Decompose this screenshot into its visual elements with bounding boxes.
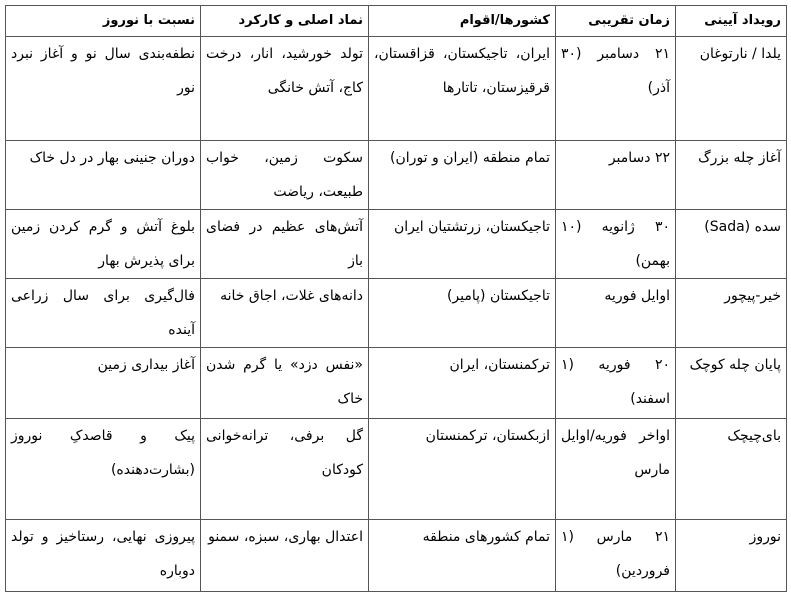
countries-cell: تمام منطقه (ایران و توران) [368,140,556,210]
header-time: زمان تقریبی [555,5,676,37]
relation-cell: آغاز بیداری زمین [5,347,201,419]
table-row: خیر-پیچور اوایل فوریه تاجیکستان (پامیر) دان… [5,278,787,348]
header-countries: کشورها/اقوام [368,5,556,37]
symbol-cell: اعتدال بهاری، سبزه، سمنو [200,519,369,592]
time-cell: ۲۱ دسامبر (۳۰ آذر) [555,36,676,141]
time-cell: ۲۲ دسامبر [555,140,676,210]
time-cell: ۳۰ ژانویه (۱۰ بهمن) [555,209,676,279]
symbol-cell: سکوت زمین، خواب طبیعت، ریاضت [200,140,369,210]
table-row: سده (Sada) ۳۰ ژانویه (۱۰ بهمن) تاجیکستان، … [5,209,787,279]
relation-cell: پیروزی نهایی، رستاخیز و تولد دوباره [5,519,201,592]
symbol-cell: دانه‌های غلات، اجاق خانه [200,278,369,348]
event-cell: خیر-پیچور [675,278,787,348]
table-row: آغاز چله بزرگ ۲۲ دسامبر تمام منطقه (ایران … [5,140,787,210]
relation-cell: فال‌گیری برای سال زراعی آینده [5,278,201,348]
countries-cell: تاجیکستان (پامیر) [368,278,556,348]
time-cell: اواخر فوریه/اوایل مارس [555,418,676,520]
relation-cell: نطفه‌بندی سال نو و آغاز نبرد نور [5,36,201,141]
table-row: یلدا / نارتوغان ۲۱ دسامبر (۳۰ آذر) ایران، … [5,36,787,141]
countries-cell: تاجیکستان، زرتشتیان ایران [368,209,556,279]
countries-cell: ایران، تاجیکستان، قزاقستان، قرقیزستان، ت… [368,36,556,141]
header-symbol: نماد اصلی و کارکرد [200,5,369,37]
table-row: پایان چله کوچک ۲۰ فوریه (۱ اسفند) ترکمنستا… [5,347,787,419]
table-row: نوروز ۲۱ مارس (۱ فروردین) تمام کشورهای منط… [5,519,787,592]
relation-cell: پیک و قاصدکِ نوروز (بشارت‌دهنده) [5,418,201,520]
time-cell: ۲۰ فوریه (۱ اسفند) [555,347,676,419]
table-row: بای‌چیچک اواخر فوریه/اوایل مارس ازبکستان، … [5,418,787,520]
symbol-cell: «نفس دزد» یا گرم شدن خاک [200,347,369,419]
time-cell: اوایل فوریه [555,278,676,348]
event-cell: بای‌چیچک [675,418,787,520]
event-cell: سده (Sada) [675,209,787,279]
symbol-cell: آتش‌های عظیم در فضای باز [200,209,369,279]
event-cell: نوروز [675,519,787,592]
header-relation: نسبت با نوروز [5,5,201,37]
relation-cell: دوران جنینی بهار در دل خاک [5,140,201,210]
relation-cell: بلوغ آتش و گرم کردن زمین برای پذیرش بهار [5,209,201,279]
countries-cell: تمام کشورهای منطقه [368,519,556,592]
rituals-table: رویداد آیینی زمان تقریبی کشورها/اقوام نم… [5,5,787,592]
header-row: رویداد آیینی زمان تقریبی کشورها/اقوام نم… [5,5,787,37]
event-cell: یلدا / نارتوغان [675,36,787,141]
event-cell: پایان چله کوچک [675,347,787,419]
time-cell: ۲۱ مارس (۱ فروردین) [555,519,676,592]
countries-cell: ترکمنستان، ایران [368,347,556,419]
event-cell: آغاز چله بزرگ [675,140,787,210]
symbol-cell: گل برفی، ترانه‌خوانی کودکان [200,418,369,520]
countries-cell: ازبکستان، ترکمنستان [368,418,556,520]
header-event: رویداد آیینی [675,5,787,37]
symbol-cell: تولد خورشید، انار، درخت کاج، آتش خانگی [200,36,369,141]
